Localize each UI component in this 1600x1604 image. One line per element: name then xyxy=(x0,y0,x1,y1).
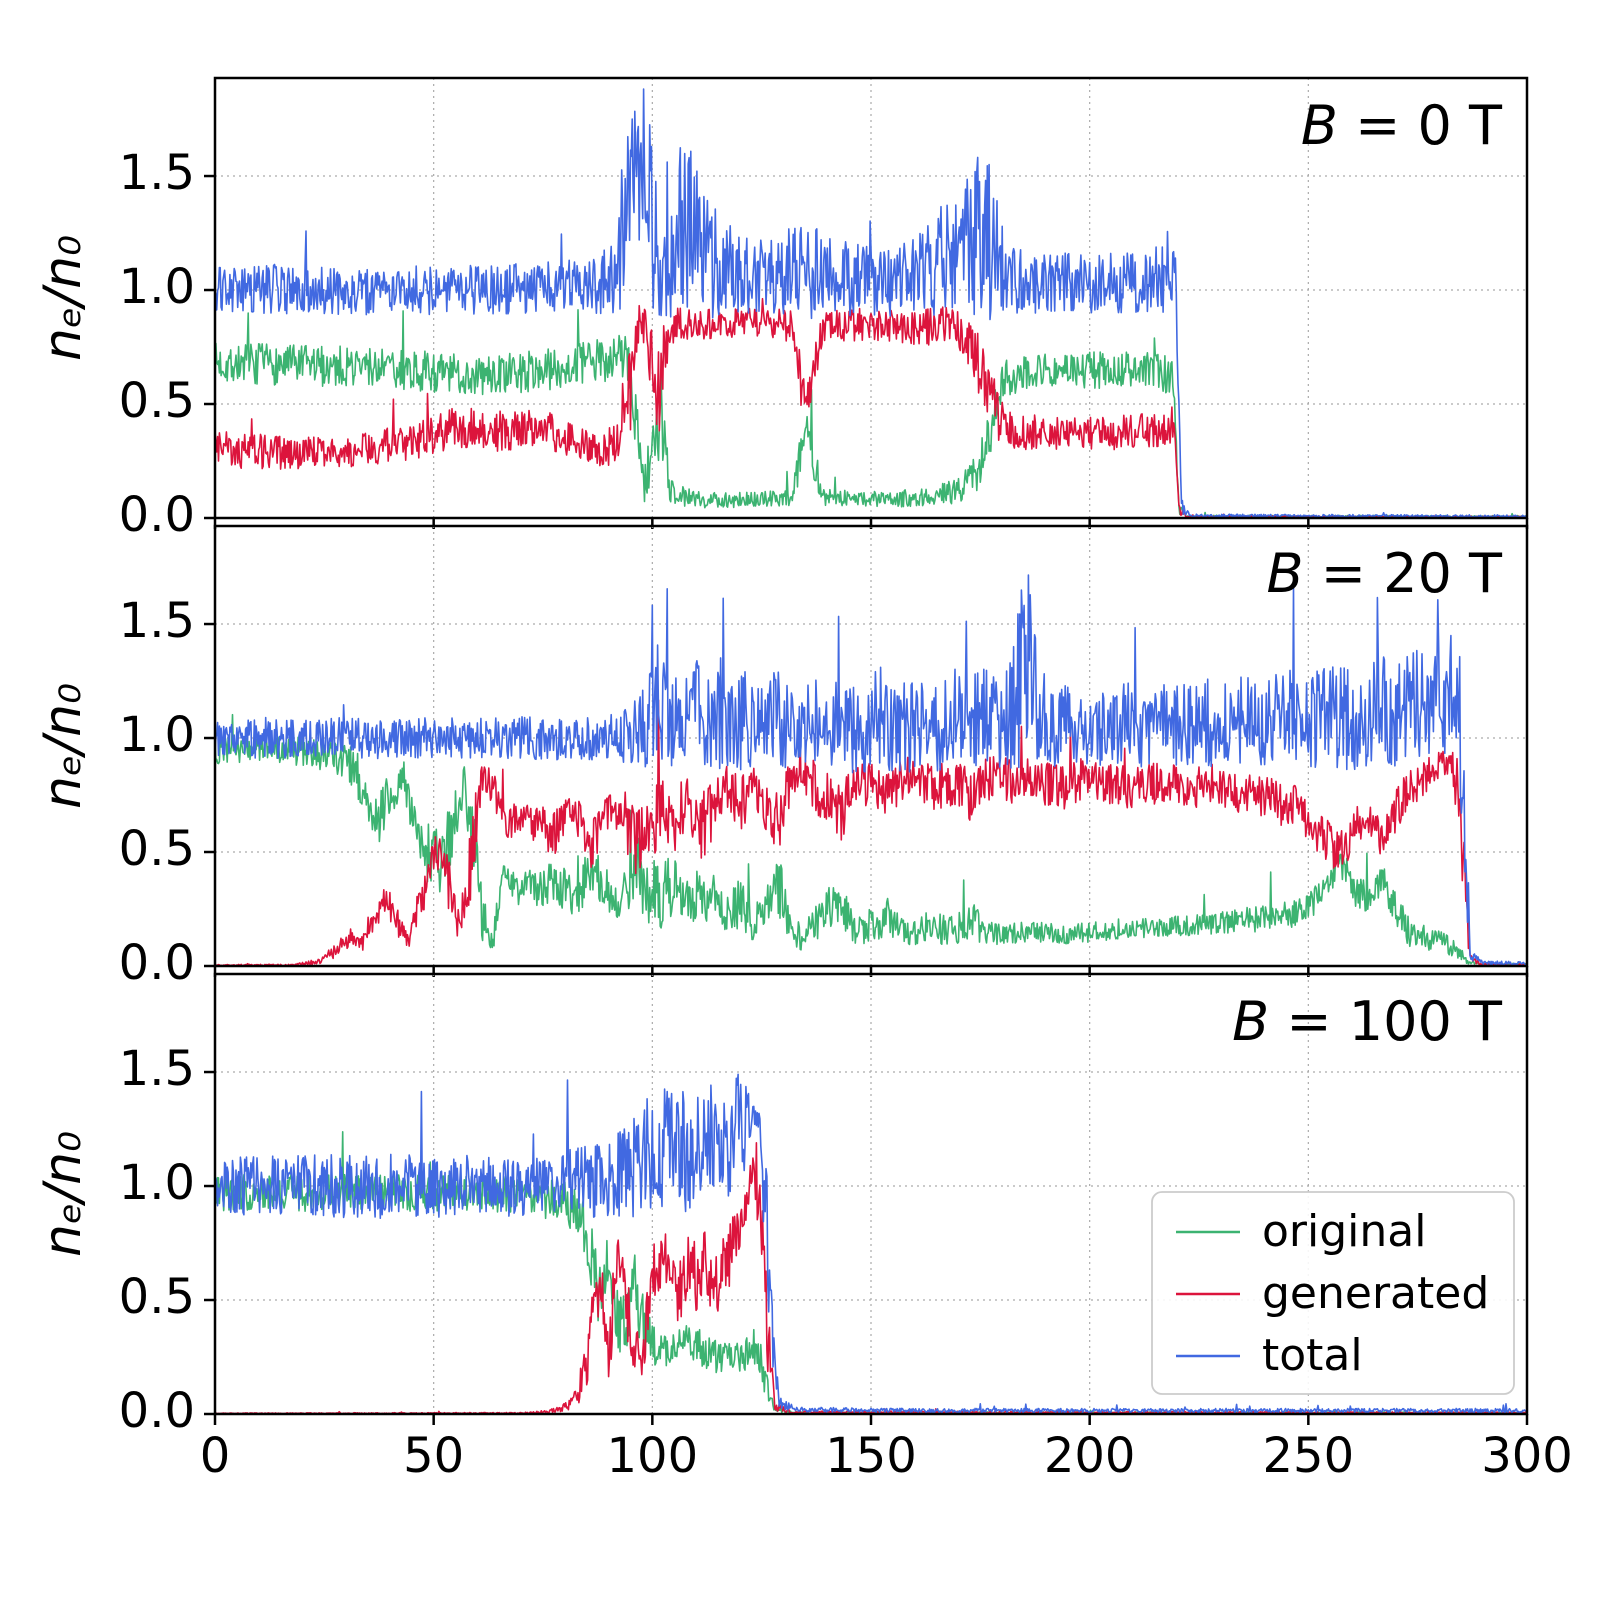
y-axis-label: nₑ/n₀ xyxy=(33,683,93,809)
y-tick-label: 1.0 xyxy=(119,707,195,763)
legend-label-total: total xyxy=(1262,1330,1363,1381)
y-tick-label: 0.5 xyxy=(119,1269,195,1325)
panel-2: 0 50 100 150 200 250 300 0.0 0.5 1.0 1.5 nₑ/n₀ B = 1… xyxy=(33,972,1573,1484)
x-tick-label: 300 xyxy=(1481,1428,1573,1484)
panel-label: B = 0 T xyxy=(1301,94,1503,157)
legend-label-generated: generated xyxy=(1262,1268,1489,1319)
x-tick-label: 50 xyxy=(403,1428,464,1484)
panel-label: B = 20 T xyxy=(1267,542,1504,605)
series-line-total xyxy=(215,1073,1527,1414)
x-tick-label: 100 xyxy=(607,1428,699,1484)
x-tick-label: 0 xyxy=(200,1428,231,1484)
panel-label: B = 100 T xyxy=(1232,990,1503,1053)
y-tick-label: 0.0 xyxy=(119,1383,195,1439)
y-axis-label: nₑ/n₀ xyxy=(33,235,93,361)
y-tick-label: 1.0 xyxy=(119,1155,195,1211)
y-tick-label: 0.5 xyxy=(119,373,195,429)
x-tick-label: 150 xyxy=(825,1428,917,1484)
panel-0: 0.0 0.5 1.0 1.5 nₑ/n₀ B = 0 T xyxy=(33,76,1529,543)
y-tick-label: 1.5 xyxy=(119,593,195,649)
x-tick-label: 200 xyxy=(1044,1428,1136,1484)
y-tick-label: 0.5 xyxy=(119,821,195,877)
series-line-total xyxy=(215,574,1527,966)
y-tick-label: 1.5 xyxy=(119,1041,195,1097)
x-tick-label: 250 xyxy=(1263,1428,1355,1484)
series-line-total xyxy=(215,88,1527,518)
legend-box xyxy=(1151,1191,1515,1395)
legend: original generated total xyxy=(1151,1191,1515,1395)
y-tick-label: 1.5 xyxy=(119,145,195,201)
y-tick-label: 0.0 xyxy=(119,935,195,991)
series-line-original xyxy=(215,713,1527,966)
legend-label-original: original xyxy=(1262,1206,1426,1257)
y-tick-label: 1.0 xyxy=(119,259,195,315)
y-axis-label: nₑ/n₀ xyxy=(33,1131,93,1257)
y-tick-label: 0.0 xyxy=(119,487,195,543)
series-line-generated xyxy=(215,699,1527,966)
panel-1: 0.0 0.5 1.0 1.5 nₑ/n₀ B = 20 T xyxy=(33,524,1529,991)
